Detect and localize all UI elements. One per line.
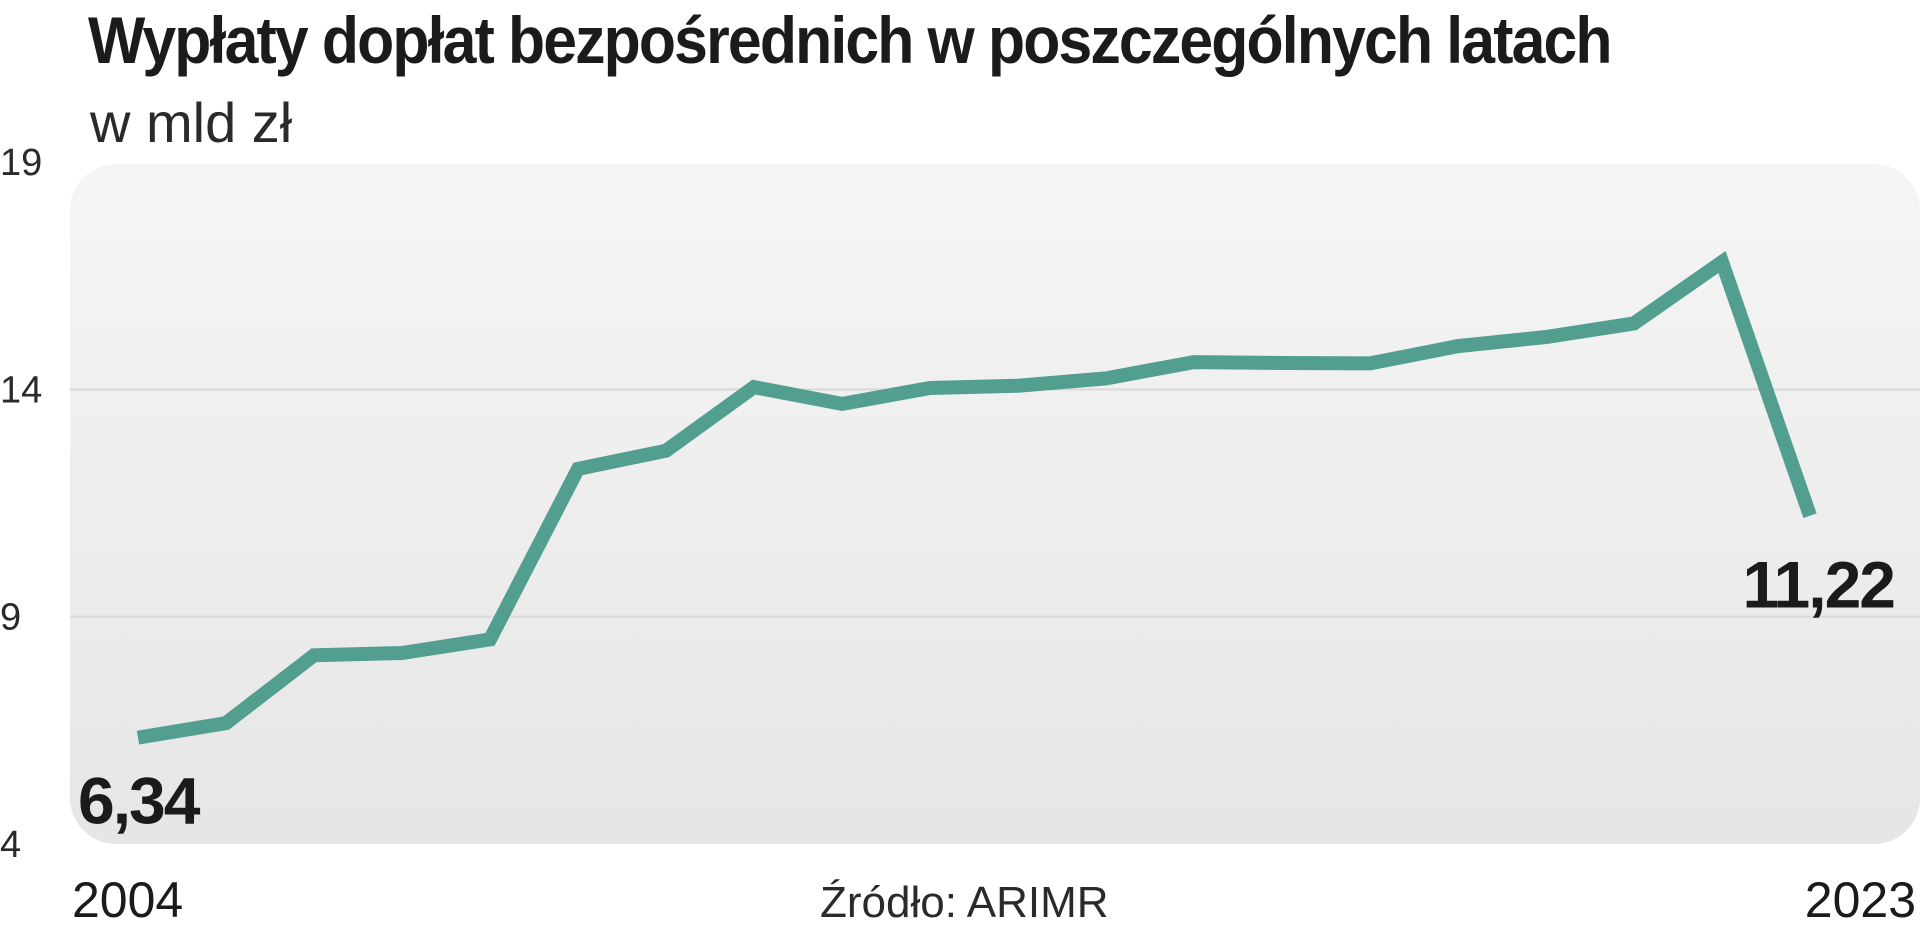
x-tick-label-start: 2004	[72, 872, 183, 928]
series-line	[136, 250, 1817, 745]
chart-subtitle: w mld zł	[90, 91, 293, 154]
source-note: Źródło: ARIMR	[820, 878, 1109, 927]
y-tick-label: 9	[0, 597, 21, 639]
plot-background	[70, 164, 1920, 844]
chart-title: Wypłaty dopłat bezpośrednich w poszczegó…	[88, 3, 1613, 77]
y-tick-label: 19	[0, 142, 42, 184]
data-label-2004: 6,34	[78, 764, 201, 838]
x-tick-label-end: 2023	[1805, 872, 1916, 928]
data-label-2023: 11,22	[1742, 548, 1894, 622]
y-tick-label: 4	[0, 824, 21, 866]
y-tick-label: 14	[0, 369, 42, 411]
